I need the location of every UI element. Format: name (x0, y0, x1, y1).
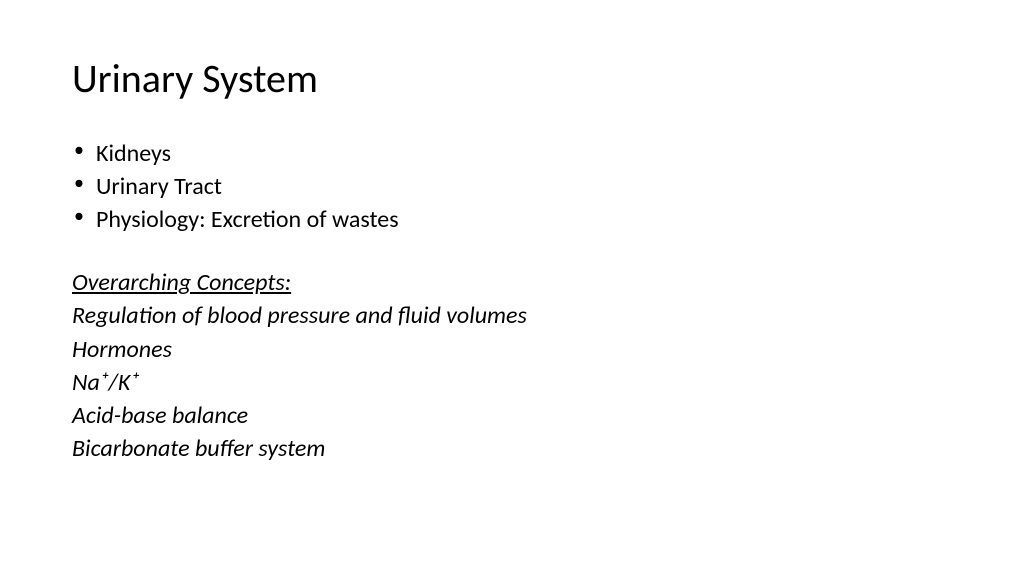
slide-body: Kidneys Urinary Tract Physiology: Excret… (72, 137, 952, 465)
concept-item: Bicarbonate buffer system (72, 432, 952, 465)
concept-item: Regulation of blood pressure and fluid v… (72, 299, 952, 332)
bullet-item: Kidneys (72, 137, 952, 170)
concept-item: Hormones (72, 333, 952, 366)
bullet-item: Urinary Tract (72, 170, 952, 203)
concept-item: Acid-base balance (72, 399, 952, 432)
concept-item: Na⁺/K⁺ (72, 366, 952, 399)
slide: Urinary System Kidneys Urinary Tract Phy… (0, 0, 1024, 576)
bullet-item: Physiology: Excretion of wastes (72, 203, 952, 236)
slide-title: Urinary System (72, 54, 952, 103)
concepts-list: Regulation of blood pressure and fluid v… (72, 299, 952, 465)
bullet-list: Kidneys Urinary Tract Physiology: Excret… (72, 137, 952, 236)
concepts-heading: Overarching Concepts: (72, 266, 952, 299)
